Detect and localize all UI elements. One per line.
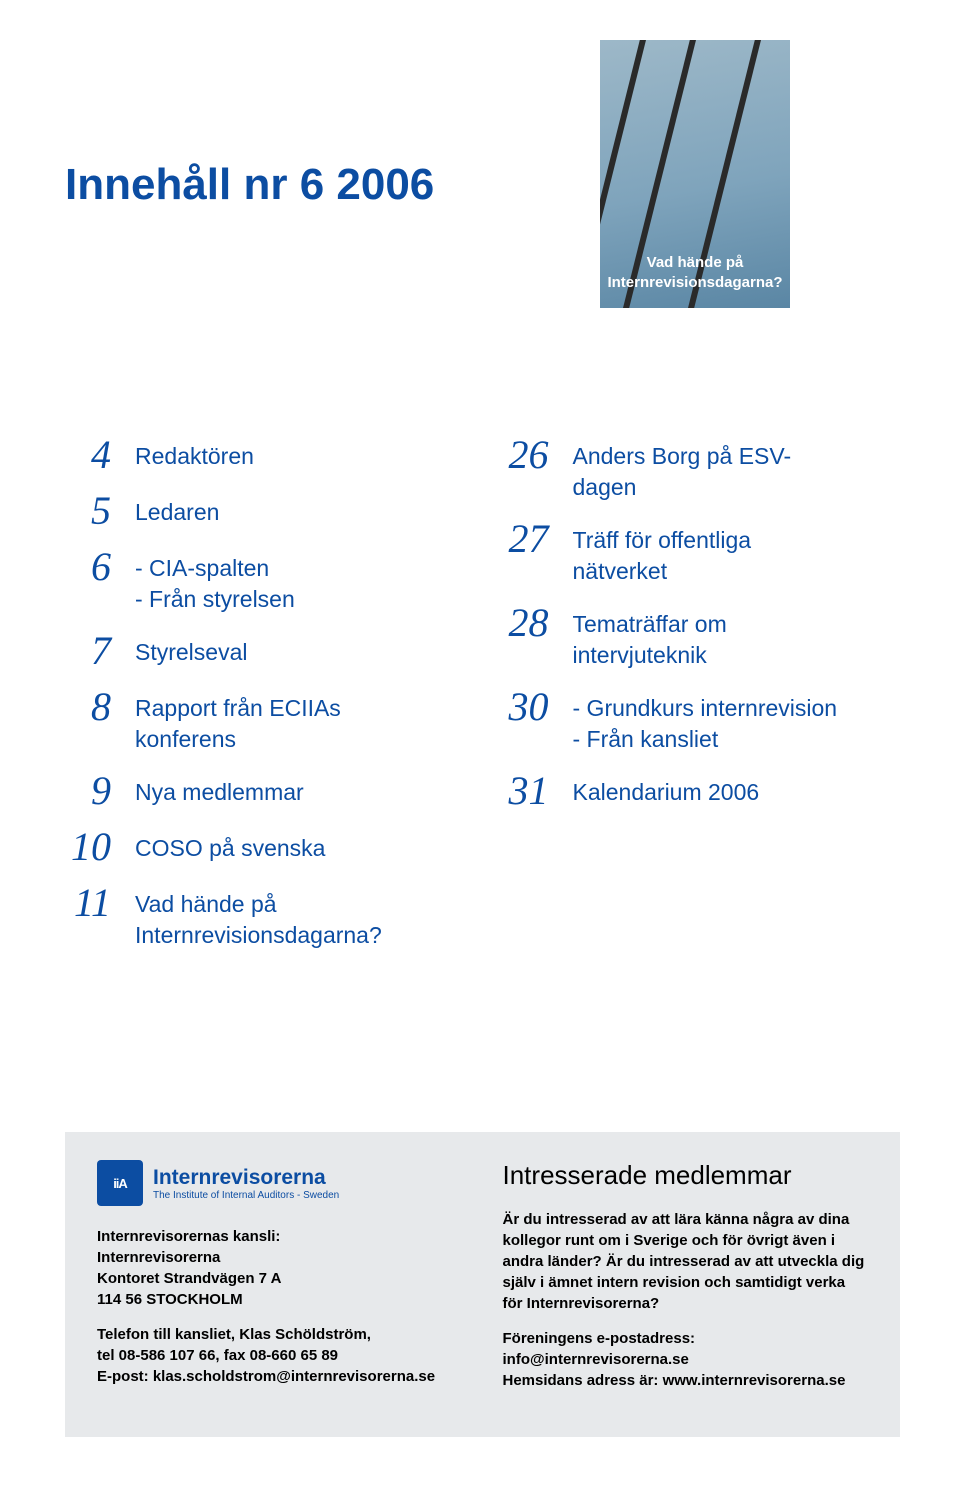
footer-box: iiA Internrevisorerna The Institute of I… <box>65 1132 900 1437</box>
toc-entry-line: Anders Borg på ESV- <box>573 441 792 472</box>
toc-page-number: 5 <box>65 491 135 531</box>
interested-heading: Intresserade medlemmar <box>503 1160 869 1191</box>
toc-entry-line: Styrelseval <box>135 637 247 668</box>
toc-page-number: 31 <box>503 771 573 811</box>
kansli-addr1: Kontoret Strandvägen 7 A <box>97 1268 463 1289</box>
toc-entry-line: Redaktören <box>135 441 254 472</box>
logo-text-sub: The Institute of Internal Auditors - Swe… <box>153 1190 339 1201</box>
kansli-addr2: 114 56 STOCKHOLM <box>97 1289 463 1310</box>
toc-page-number: 27 <box>503 519 573 559</box>
toc-entry-label: Nya medlemmar <box>135 771 304 808</box>
toc-entry-line: Träff för offentliga <box>573 525 752 556</box>
logo-row: iiA Internrevisorerna The Institute of I… <box>97 1160 463 1206</box>
toc-row: 5Ledaren <box>65 491 463 531</box>
toc-page-number: 30 <box>503 687 573 727</box>
toc-column-left: 4Redaktören5Ledaren6- CIA-spalten- Från … <box>65 435 463 967</box>
toc-entry-label: Tematräffar omintervjuteknik <box>573 603 727 671</box>
footer-right-column: Intresserade medlemmar Är du intresserad… <box>503 1160 869 1405</box>
toc-page-number: 10 <box>65 827 135 867</box>
contact-block: Internrevisorernas kansli: Internrevisor… <box>97 1226 463 1387</box>
toc-row: 27Träff för offentliganätverket <box>503 519 901 587</box>
toc-entry-label: - Grundkurs internrevision- Från kanslie… <box>573 687 838 755</box>
interested-mail: Föreningens e-postadress: info@internrev… <box>503 1330 696 1368</box>
toc-row: 7Styrelseval <box>65 631 463 671</box>
toc-entry-line: COSO på svenska <box>135 833 325 864</box>
toc-entry-label: Styrelseval <box>135 631 247 668</box>
toc-entry-line: dagen <box>573 472 792 503</box>
toc-entry-line: Kalendarium 2006 <box>573 777 760 808</box>
toc-page-number: 6 <box>65 547 135 587</box>
toc-entry-label: Kalendarium 2006 <box>573 771 760 808</box>
toc-entry-line: Ledaren <box>135 497 219 528</box>
toc-entry-label: COSO på svenska <box>135 827 325 864</box>
kansli-email: E-post: klas.scholdstrom@internrevisorer… <box>97 1366 463 1387</box>
kansli-tel-nums: tel 08-586 107 66, fax 08-660 65 89 <box>97 1345 463 1366</box>
toc-entry-line: Nya medlemmar <box>135 777 304 808</box>
toc-entry-label: Anders Borg på ESV-dagen <box>573 435 792 503</box>
toc-entry-line: Vad hände på <box>135 889 382 920</box>
toc-entry-line: - Från styrelsen <box>135 584 295 615</box>
interested-body: Är du intresserad av att lära känna någr… <box>503 1209 869 1391</box>
toc-entry-label: Rapport från ECIIAskonferens <box>135 687 341 755</box>
toc-entry-line: intervjuteknik <box>573 640 727 671</box>
cover-caption: Vad hände på Internrevisionsdagarna? <box>607 253 782 308</box>
toc-page-number: 9 <box>65 771 135 811</box>
logo-text-block: Internrevisorerna The Institute of Inter… <box>153 1166 339 1201</box>
cover-caption-line2: Internrevisionsdagarna? <box>607 274 782 291</box>
toc-entry-line: Tematräffar om <box>573 609 727 640</box>
toc-entry-label: Redaktören <box>135 435 254 472</box>
cover-caption-line1: Vad hände på <box>647 254 744 271</box>
toc-row: 30- Grundkurs internrevision- Från kansl… <box>503 687 901 755</box>
toc-row: 8Rapport från ECIIAskonferens <box>65 687 463 755</box>
toc-entry-line: - CIA-spalten <box>135 553 295 584</box>
toc-column-right: 26Anders Borg på ESV-dagen27Träff för of… <box>503 435 901 967</box>
kansli-heading: Internrevisorernas kansli: <box>97 1226 463 1247</box>
toc-entry-line: - Grundkurs internrevision <box>573 693 838 724</box>
toc-entry-line: Rapport från ECIIAs <box>135 693 341 724</box>
interested-para: Är du intresserad av att lära känna någr… <box>503 1211 865 1312</box>
iia-logo-icon: iiA <box>97 1160 143 1206</box>
toc-entry-label: Vad hände påInternrevisionsdagarna? <box>135 883 382 951</box>
cover-thumbnail: Vad hände på Internrevisionsdagarna? <box>600 40 790 308</box>
kansli-org: Internrevisorerna <box>97 1247 463 1268</box>
logo-text-main: Internrevisorerna <box>153 1166 339 1190</box>
toc-row: 6- CIA-spalten- Från styrelsen <box>65 547 463 615</box>
toc-row: 31Kalendarium 2006 <box>503 771 901 811</box>
toc-page-number: 7 <box>65 631 135 671</box>
toc-row: 11Vad hände påInternrevisionsdagarna? <box>65 883 463 951</box>
toc-entry-label: - CIA-spalten- Från styrelsen <box>135 547 295 615</box>
page-title: Innehåll nr 6 2006 <box>65 160 434 210</box>
kansli-tel-line: Telefon till kansliet, Klas Schöldström, <box>97 1324 463 1345</box>
table-of-contents: 4Redaktören5Ledaren6- CIA-spalten- Från … <box>65 435 900 967</box>
footer-left-column: iiA Internrevisorerna The Institute of I… <box>97 1160 463 1405</box>
toc-page-number: 26 <box>503 435 573 475</box>
toc-row: 4Redaktören <box>65 435 463 475</box>
toc-entry-line: konferens <box>135 724 341 755</box>
toc-page-number: 11 <box>65 883 135 923</box>
toc-entry-label: Träff för offentliganätverket <box>573 519 752 587</box>
toc-page-number: 8 <box>65 687 135 727</box>
toc-row: 10COSO på svenska <box>65 827 463 867</box>
interested-web: Hemsidans adress är: www.internrevisorer… <box>503 1372 846 1389</box>
toc-page-number: 28 <box>503 603 573 643</box>
toc-row: 26Anders Borg på ESV-dagen <box>503 435 901 503</box>
toc-entry-line: nätverket <box>573 556 752 587</box>
header-area: Innehåll nr 6 2006 Vad hände på Internre… <box>65 40 900 350</box>
toc-row: 9Nya medlemmar <box>65 771 463 811</box>
toc-entry-label: Ledaren <box>135 491 219 528</box>
toc-row: 28Tematräffar omintervjuteknik <box>503 603 901 671</box>
toc-page-number: 4 <box>65 435 135 475</box>
toc-entry-line: - Från kansliet <box>573 724 838 755</box>
toc-entry-line: Internrevisionsdagarna? <box>135 920 382 951</box>
